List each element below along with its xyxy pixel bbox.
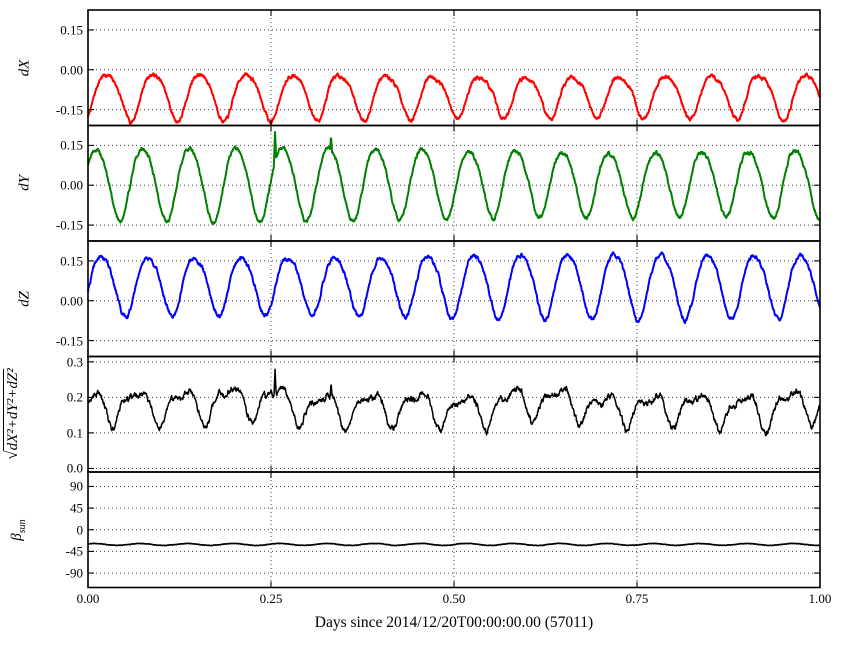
beta-subscript: sun bbox=[17, 519, 28, 533]
y-tick-label: 0 bbox=[76, 522, 84, 538]
beta-symbol: β bbox=[9, 532, 25, 541]
y-tick-label: 0.3 bbox=[66, 354, 83, 370]
trace-dY bbox=[87, 130, 821, 226]
y-axis-label-dY: dY bbox=[16, 175, 33, 192]
trace-dX bbox=[87, 72, 821, 125]
y-tick-label: 90 bbox=[70, 478, 83, 494]
panel-frame bbox=[87, 124, 821, 242]
y-tick-label: -45 bbox=[65, 543, 83, 559]
x-tick-label: 0.25 bbox=[259, 591, 283, 606]
y-axis-label-magnitude: √dX²+dY²+dZ² bbox=[2, 368, 21, 460]
y-axis-label-dZ: dZ bbox=[16, 290, 33, 307]
y-tick-label: 45 bbox=[70, 500, 83, 516]
trace-beta_sun bbox=[87, 542, 821, 547]
y-tick-label: 0.1 bbox=[66, 425, 83, 441]
trace-dZ bbox=[87, 251, 821, 325]
y-tick-label: 0.2 bbox=[66, 389, 83, 405]
y-tick-label: 0.0 bbox=[66, 460, 83, 476]
y-tick-label: 0.00 bbox=[60, 62, 83, 78]
y-axis-label-beta-sun: βsun bbox=[9, 519, 28, 541]
panel-frame bbox=[87, 240, 821, 358]
sqrt-radical: √ bbox=[2, 450, 21, 460]
x-axis-label: Days since 2014/12/20T00:00:00.00 (57011… bbox=[314, 614, 594, 631]
y-tick-label: -0.15 bbox=[55, 102, 83, 118]
y-tick-label: -0.15 bbox=[55, 217, 83, 233]
y-axis-label-dX: dX bbox=[16, 59, 33, 77]
panel-frame bbox=[87, 471, 821, 589]
x-tick-label: 1.00 bbox=[808, 591, 832, 606]
y-tick-label: 0.15 bbox=[60, 253, 83, 269]
y-tick-label: 0.15 bbox=[60, 137, 83, 153]
panel-frame bbox=[87, 355, 821, 473]
sqrt-expression: dX²+dY²+dZ² bbox=[3, 368, 21, 451]
x-tick-label: 0.00 bbox=[76, 591, 100, 606]
x-tick-label: 0.75 bbox=[625, 591, 649, 606]
x-tick-label: 0.50 bbox=[442, 591, 466, 606]
y-tick-label: 0.00 bbox=[60, 177, 83, 193]
trace-magnitude bbox=[87, 368, 821, 437]
y-tick-label: 0.00 bbox=[60, 293, 83, 309]
y-tick-label: -90 bbox=[65, 565, 83, 581]
y-tick-label: -0.15 bbox=[55, 333, 83, 349]
panel-frame bbox=[87, 9, 821, 127]
y-tick-label: 0.15 bbox=[60, 22, 83, 38]
